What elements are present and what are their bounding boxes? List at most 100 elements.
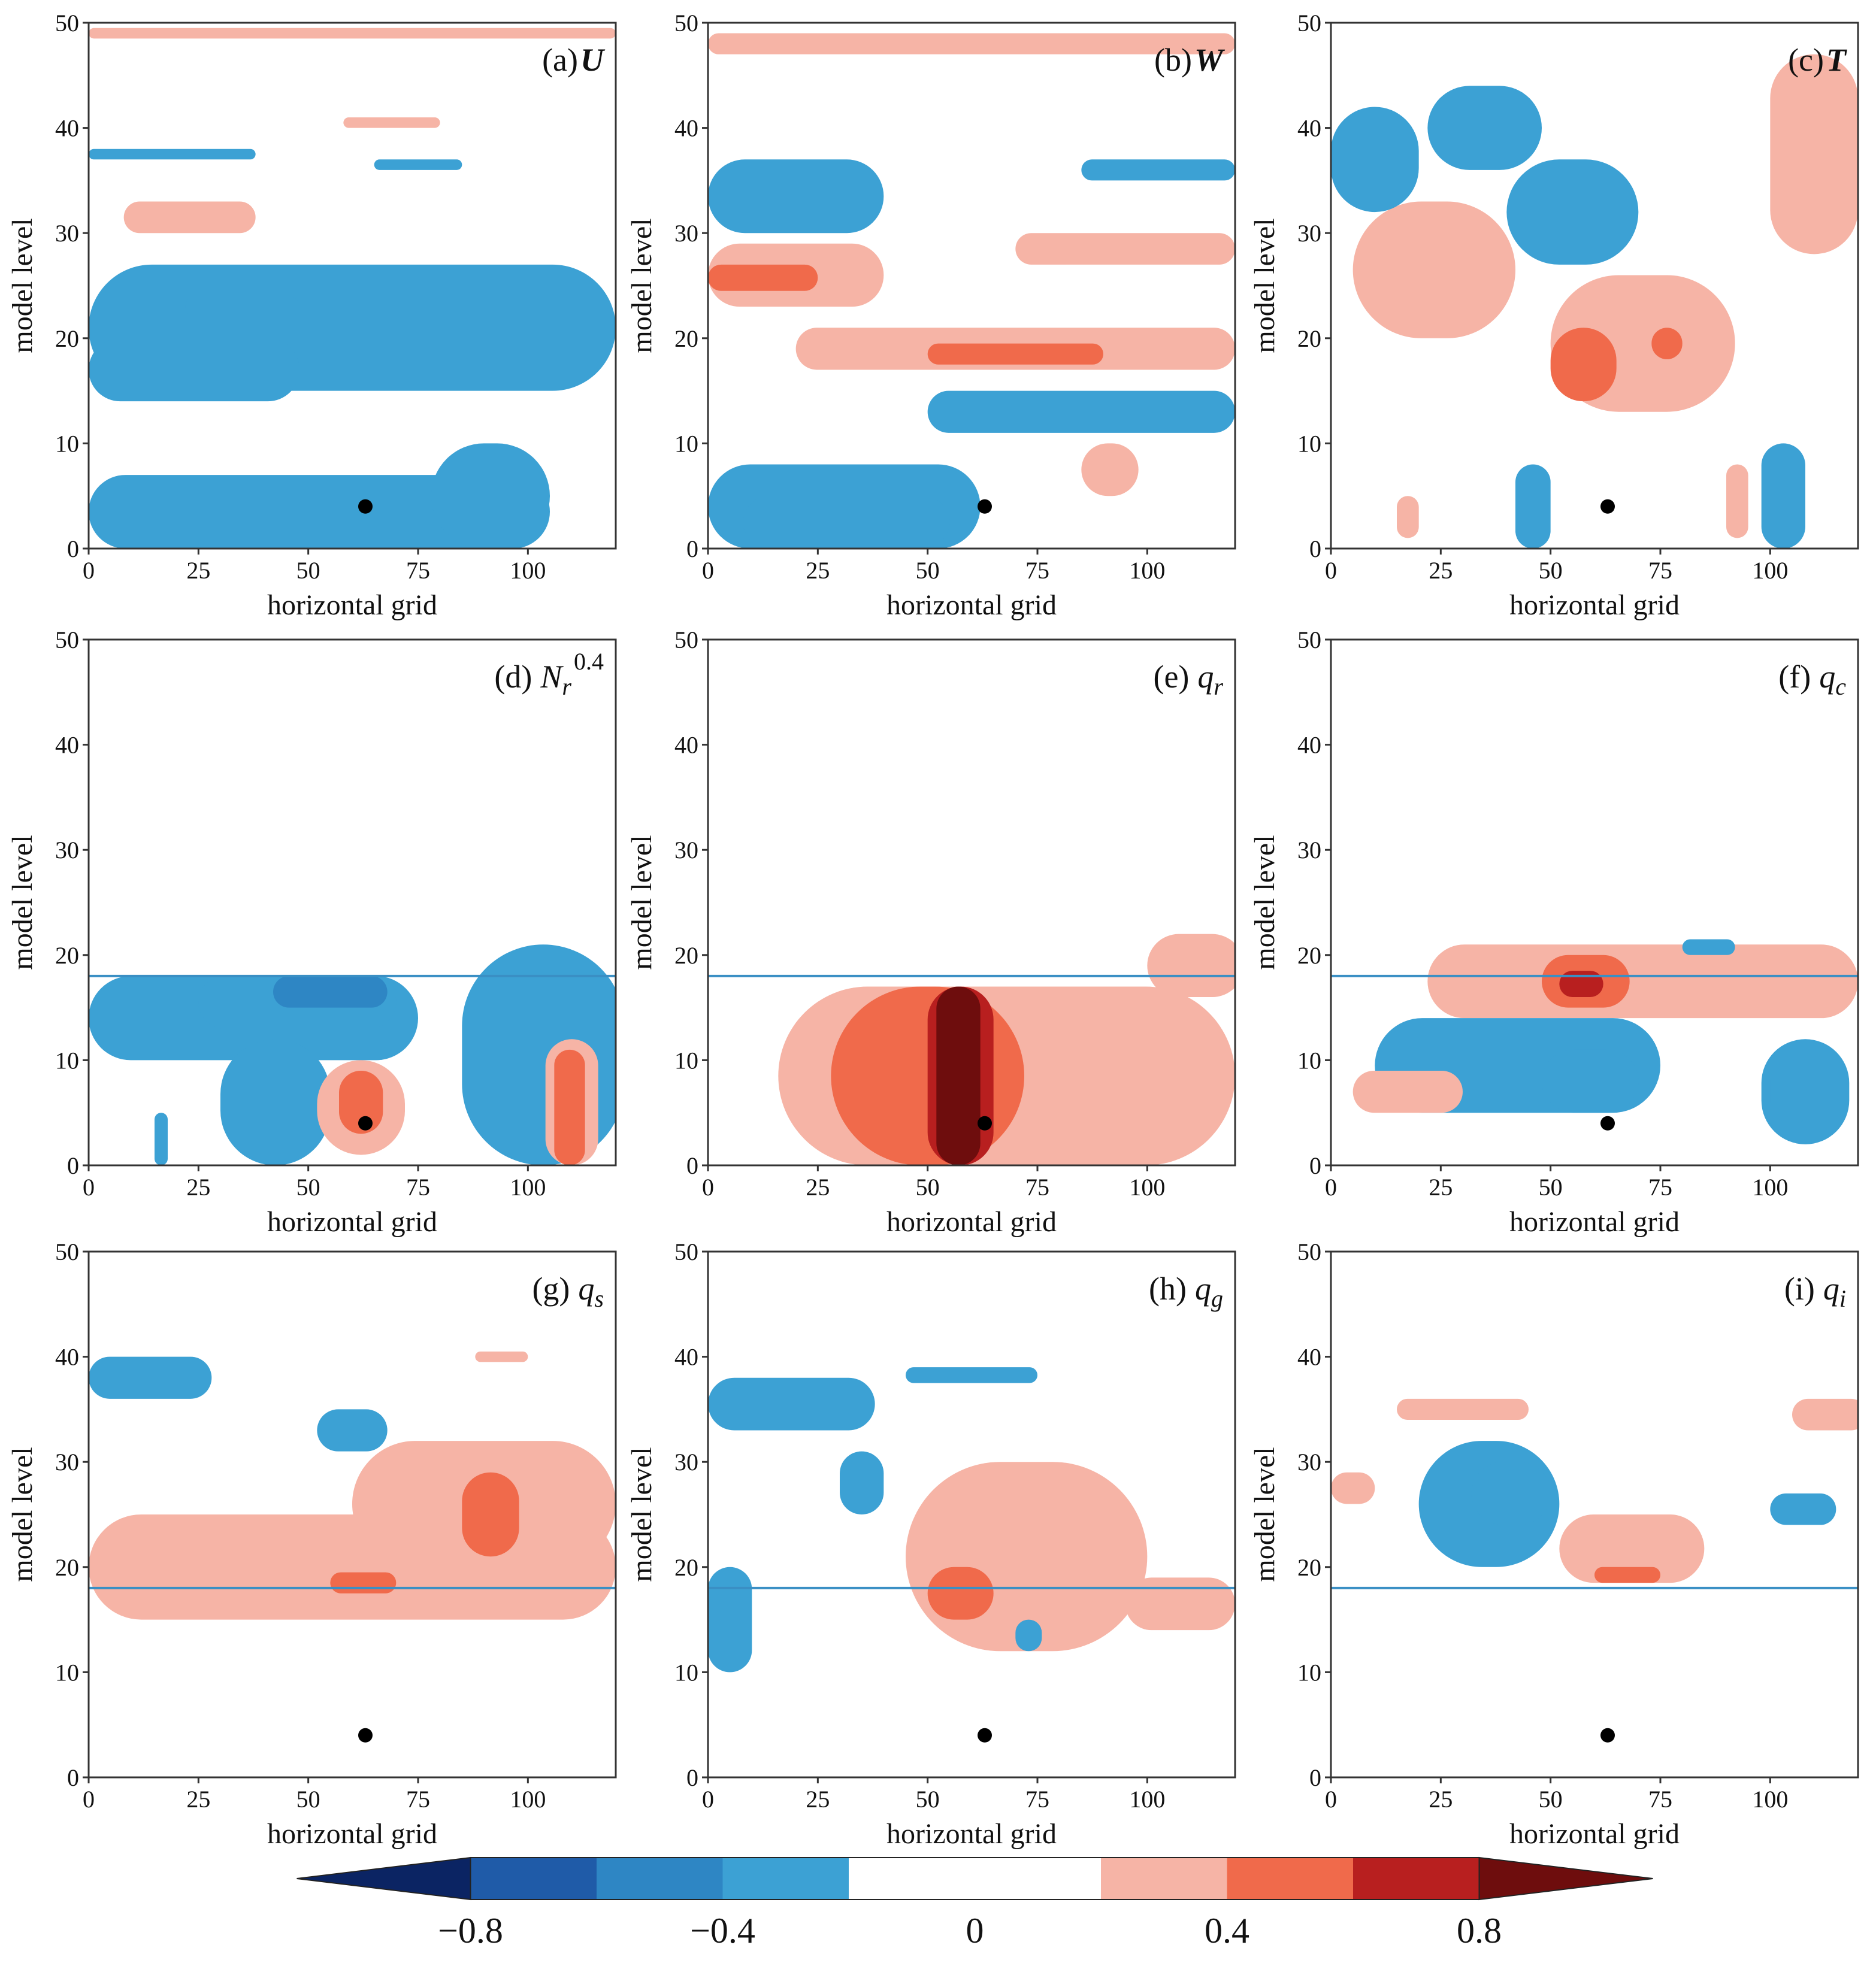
contour-fills (778, 934, 1235, 1165)
panel-title: (i) qi (1784, 1271, 1846, 1312)
x-tick-label: 0 (702, 1786, 714, 1813)
panel-c: 0 25 50 75 100 0 10 20 30 40 50 horizontal grid mode… (1249, 10, 1859, 621)
y-tick-label: 40 (1297, 1344, 1321, 1371)
contour-region (1081, 443, 1139, 496)
y-tick-label: 0 (67, 1764, 79, 1791)
x-tick-label: 25 (1429, 1786, 1453, 1813)
colorbar: −0.8 −0.4 0 0.4 0.8 (296, 1856, 1653, 1950)
contour-region (1542, 1049, 1639, 1113)
contour-region (1331, 107, 1419, 213)
y-tick-label: 10 (55, 1047, 79, 1074)
contour-region (927, 1567, 994, 1620)
x-tick-label: 25 (186, 1786, 210, 1813)
contour-region (123, 201, 256, 234)
y-tick-label: 30 (674, 1449, 698, 1476)
panel-subscript: r (1214, 673, 1223, 700)
x-tick-label: 50 (1539, 1786, 1563, 1813)
panel-variable: W (1194, 42, 1226, 78)
observation-dot (978, 1116, 992, 1131)
contour-fills (1352, 939, 1858, 1144)
y-tick-label: 40 (674, 732, 698, 759)
x-tick-label: 75 (1025, 1786, 1049, 1813)
colorbar-segment (597, 1858, 723, 1900)
x-tick-label: 100 (510, 1786, 546, 1813)
contour-region (1550, 328, 1617, 402)
contour-region (185, 296, 299, 317)
y-tick-label: 20 (1297, 942, 1321, 969)
x-tick-label: 100 (1752, 1786, 1788, 1813)
panel-b: 0 25 50 75 100 0 10 20 30 40 50 horizontal grid mode… (626, 10, 1236, 621)
contour-region (927, 343, 1103, 365)
contour-region (708, 33, 1235, 54)
contour-region (89, 338, 299, 402)
x-tick-label: 0 (702, 1174, 714, 1201)
contour-region (89, 1356, 212, 1399)
panel-subscript: i (1839, 1285, 1846, 1312)
contour-fills (89, 1351, 616, 1620)
y-tick-label: 10 (1297, 1047, 1321, 1074)
contour-region (1770, 1060, 1814, 1123)
y-axis-label: model level (1249, 835, 1281, 970)
x-tick-label: 25 (1429, 557, 1453, 584)
x-axis-label: horizontal grid (267, 1206, 437, 1238)
colorbar-tick-label: −0.4 (690, 1911, 755, 1950)
x-tick-label: 50 (1539, 1174, 1563, 1201)
contour-region (1125, 1577, 1235, 1631)
x-tick-label: 75 (1648, 1174, 1672, 1201)
contour-region (1559, 1514, 1705, 1583)
y-axis-label: model level (1249, 218, 1281, 353)
x-tick-label: 50 (296, 1786, 320, 1813)
panel-title: (c)T (1788, 42, 1847, 78)
contour-region (708, 1567, 752, 1673)
x-tick-label: 75 (1025, 1174, 1049, 1201)
contour-region (936, 986, 981, 1165)
contour-region (1682, 939, 1735, 955)
axes-frame (707, 1250, 1236, 1779)
y-tick-label: 50 (1297, 626, 1321, 653)
x-tick-label: 100 (510, 557, 546, 584)
y-tick-label: 20 (55, 942, 79, 969)
x-tick-label: 0 (83, 1174, 95, 1201)
y-tick-label: 0 (686, 1152, 698, 1179)
axes-frame (707, 638, 1236, 1167)
y-tick-label: 20 (55, 325, 79, 352)
y-tick-label: 10 (1297, 1659, 1321, 1686)
x-tick-label: 0 (1325, 557, 1337, 584)
x-tick-label: 100 (1129, 1174, 1165, 1201)
y-tick-label: 30 (55, 837, 79, 864)
contour-region (339, 1070, 383, 1134)
contour-region (743, 496, 950, 549)
y-tick-label: 50 (55, 1238, 79, 1265)
contour-region (1081, 159, 1235, 181)
contour-region (1515, 464, 1551, 549)
panel-letter: (i) (1784, 1271, 1815, 1307)
x-tick-label: 0 (83, 557, 95, 584)
contour-fills (1331, 1398, 1858, 1583)
colorbar-segment (470, 1858, 597, 1900)
contour-region (220, 1039, 331, 1165)
contour-region (273, 976, 388, 1008)
panel-g: 0 25 50 75 100 0 10 20 30 40 50 horizontal grid mode… (7, 1238, 617, 1850)
y-tick-label: 20 (1297, 1554, 1321, 1581)
contour-region (927, 390, 1235, 433)
contour-region (374, 159, 462, 170)
y-tick-label: 40 (55, 115, 79, 142)
contour-region (462, 944, 616, 1165)
contour-region (1770, 54, 1858, 255)
y-tick-label: 40 (674, 1344, 698, 1371)
y-tick-label: 40 (55, 732, 79, 759)
y-tick-label: 10 (674, 1659, 698, 1686)
y-tick-label: 30 (1297, 837, 1321, 864)
y-tick-label: 40 (1297, 732, 1321, 759)
panel-variable: T (1826, 42, 1847, 78)
x-tick-label: 75 (1025, 557, 1049, 584)
contour-region (1015, 233, 1235, 265)
contour-region (554, 1049, 585, 1165)
x-tick-label: 50 (1539, 557, 1563, 584)
panel-letter: (d) (494, 659, 532, 695)
contour-region (1015, 1619, 1042, 1652)
contour-region (343, 117, 440, 128)
contour-region (1651, 328, 1683, 359)
x-tick-label: 50 (916, 1174, 940, 1201)
